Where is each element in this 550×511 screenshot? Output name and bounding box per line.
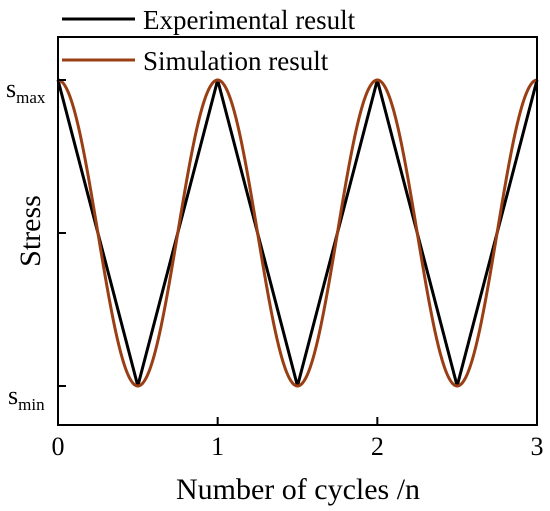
- x-tick-label-3: 3: [531, 432, 544, 461]
- plot-series-group: [56, 78, 539, 388]
- x-tick-label-2: 2: [371, 432, 384, 461]
- x-tick-label-1: 1: [211, 432, 224, 461]
- x-tick-label-0: 0: [52, 432, 65, 461]
- series-line-experimental-result: [56, 78, 539, 388]
- plot-frame: [57, 36, 538, 426]
- x-axis-ticks: 0 1 2 3: [52, 417, 544, 461]
- y-tick-label-min: smin: [8, 381, 45, 414]
- y-tick-label-max: smax: [6, 74, 46, 107]
- legend-label-simulation: Simulation result: [143, 46, 329, 76]
- series-line-simulation-result: [57, 78, 538, 388]
- x-axis-title: Number of cycles /n: [176, 473, 420, 506]
- legend: Experimental result Simulation result: [62, 5, 356, 76]
- y-axis-title: Stress: [14, 195, 47, 267]
- legend-label-experimental: Experimental result: [143, 5, 356, 35]
